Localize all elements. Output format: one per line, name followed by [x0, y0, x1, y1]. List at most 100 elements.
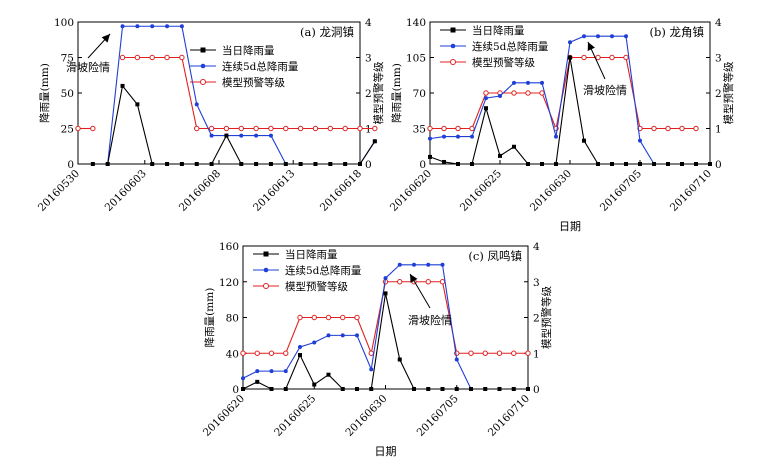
series-daily [90, 83, 377, 166]
data-point-warning [312, 125, 319, 132]
x-axis-title: 日期 [375, 445, 397, 458]
data-point-warning [75, 125, 81, 132]
data-point-cumulative [440, 262, 445, 267]
data-point-cumulative [241, 376, 245, 381]
data-point-warning [496, 350, 503, 356]
data-point-daily [340, 387, 345, 391]
y2-tick-label: 1 [533, 348, 540, 360]
legend-label-warning: 模型预警等级 [285, 280, 348, 293]
data-point-cumulative [312, 340, 317, 345]
data-point-warning [368, 350, 374, 356]
data-point-cumulative [470, 134, 474, 139]
series-line-daily [242, 293, 528, 390]
data-point-daily [526, 387, 530, 391]
y-tick-label: 0 [419, 159, 426, 171]
data-point-daily [224, 133, 229, 138]
y2-tick-label: 2 [715, 88, 722, 100]
data-point-daily [442, 159, 446, 164]
data-point-warning [581, 54, 587, 61]
y-tick-label: 50 [61, 88, 74, 100]
data-point-cumulative [582, 34, 586, 39]
data-point-daily [610, 162, 614, 166]
data-point-warning [297, 125, 304, 132]
data-point-daily [470, 162, 474, 166]
data-point-cumulative [498, 94, 502, 99]
x-tick-label: 20160625 [458, 168, 504, 214]
data-point-daily [283, 387, 288, 391]
data-point-warning [511, 350, 517, 356]
data-point-daily [372, 139, 377, 144]
legend-marker-warning [263, 283, 269, 289]
legend-marker-daily [263, 251, 269, 257]
data-point-warning [253, 125, 259, 132]
y-tick-label: 160 [219, 241, 239, 253]
legend-label-warning: 模型预警等级 [222, 76, 285, 89]
data-point-warning [179, 54, 185, 61]
data-point-daily [355, 387, 359, 391]
series-line-daily [429, 57, 710, 165]
legend-marker-warning [450, 59, 456, 65]
data-point-warning [268, 125, 274, 132]
data-point-warning [90, 125, 96, 132]
y-tick-label: 75 [61, 53, 74, 65]
data-point-daily [694, 162, 698, 166]
data-point-daily [328, 162, 333, 166]
y2-tick-label: 3 [715, 53, 722, 65]
panel-title: (a) 龙洞镇 [300, 25, 354, 39]
data-point-daily [165, 162, 170, 166]
data-point-warning [483, 90, 489, 96]
data-point-cumulative [340, 333, 345, 338]
data-point-daily [283, 162, 288, 166]
data-point-daily [680, 162, 684, 166]
data-point-warning [297, 314, 303, 321]
data-point-cumulative [540, 80, 544, 85]
x-tick-label: 20160710 [668, 168, 714, 214]
data-point-daily [596, 162, 600, 166]
legend-label-cumulative: 连续5d总降雨量 [472, 40, 549, 53]
data-point-warning [164, 54, 170, 61]
data-point-daily [269, 387, 274, 391]
series-daily [241, 291, 530, 391]
data-point-daily [666, 162, 670, 166]
data-point-daily [652, 162, 656, 166]
data-point-daily [412, 387, 416, 391]
y2-tick-label: 2 [533, 313, 540, 325]
panel-title: (b) 龙角镇 [650, 25, 705, 39]
data-point-warning [651, 125, 657, 132]
data-point-cumulative [298, 344, 302, 349]
data-point-daily [298, 353, 302, 358]
data-point-cumulative [194, 102, 199, 107]
data-point-cumulative [165, 24, 170, 29]
data-point-cumulative [355, 333, 359, 338]
data-point-warning [525, 350, 531, 356]
y-tick-label: 120 [219, 277, 239, 289]
y2-tick-label: 0 [715, 159, 722, 171]
legend-marker-daily [200, 47, 206, 53]
y-tick-label: 100 [54, 17, 74, 29]
x-axis-title: 日期 [559, 220, 581, 233]
data-point-cumulative [442, 134, 446, 139]
data-point-daily [105, 162, 110, 166]
data-point-cumulative [326, 333, 331, 338]
data-point-warning [342, 125, 348, 132]
data-point-warning [223, 125, 230, 132]
data-point-warning [693, 125, 699, 132]
data-point-warning [372, 125, 378, 132]
series-warning [240, 279, 531, 356]
y-axis-title: 降雨量(mm) [203, 288, 216, 348]
data-point-cumulative [624, 34, 628, 39]
data-point-warning [482, 350, 488, 356]
data-point-warning [325, 314, 332, 321]
x-tick-label: 20160705 [415, 393, 461, 439]
data-point-warning [525, 90, 531, 96]
x-tick-label: 20160603 [103, 168, 149, 214]
annotation: 滑坡险情 [583, 41, 627, 97]
legend-marker-warning [200, 79, 206, 85]
data-point-cumulative [255, 369, 260, 374]
data-point-warning [254, 350, 260, 356]
data-point-daily [498, 153, 502, 158]
x-tick-label: 20160530 [36, 168, 82, 214]
